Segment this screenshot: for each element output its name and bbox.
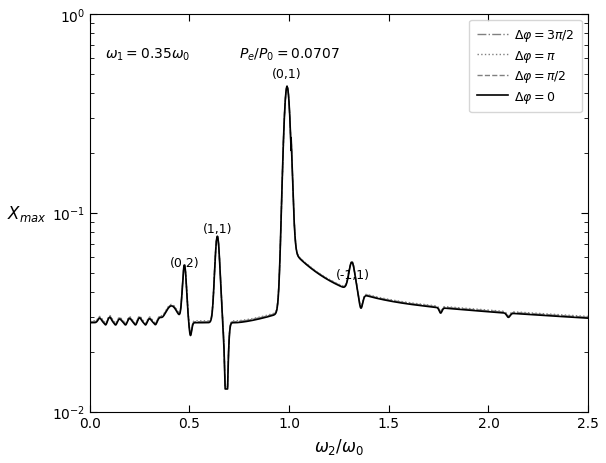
Y-axis label: $X_{max}$: $X_{max}$ [7, 203, 47, 223]
$\Delta\varphi=\pi/2$ [267, 313, 274, 319]
$\Delta\varphi=3\pi/2$ [284, 84, 291, 90]
$\Delta\varphi=\pi$ [403, 300, 410, 306]
$\Delta\varphi=3\pi/2$ [267, 313, 274, 319]
Line: $\Delta\varphi=3\pi/2$: $\Delta\varphi=3\pi/2$ [90, 87, 588, 387]
$\Delta\varphi=\pi/2$ [456, 306, 463, 312]
$\Delta\varphi=3\pi/2$ [221, 384, 228, 390]
$\Delta\varphi=0$ [403, 301, 410, 307]
$\Delta\varphi=\pi/2$ [482, 308, 490, 314]
$\Delta\varphi=3\pi/2$ [381, 297, 388, 302]
$\Delta\varphi=\pi$ [584, 314, 591, 319]
$\Delta\varphi=\pi/2$ [381, 297, 388, 302]
$\Delta\varphi=\pi$ [284, 84, 291, 90]
Text: (0,1): (0,1) [272, 68, 302, 81]
$\Delta\varphi=\pi$ [482, 307, 490, 313]
$\Delta\varphi=0$ [482, 309, 490, 315]
Text: (1,1): (1,1) [202, 223, 232, 236]
$\Delta\varphi=\pi/2$ [111, 321, 118, 326]
$\Delta\varphi=\pi$ [381, 296, 388, 302]
$\Delta\varphi=\pi$ [456, 306, 463, 311]
$\Delta\varphi=0$ [456, 307, 463, 313]
$\Delta\varphi=\pi$ [267, 312, 274, 318]
X-axis label: $\omega_2/\omega_0$: $\omega_2/\omega_0$ [314, 436, 364, 456]
Line: $\Delta\varphi=\pi$: $\Delta\varphi=\pi$ [90, 87, 588, 385]
Line: $\Delta\varphi=0$: $\Delta\varphi=0$ [90, 87, 588, 389]
$\Delta\varphi=0$ [221, 386, 228, 392]
$\Delta\varphi=\pi$ [86, 319, 93, 324]
$\Delta\varphi=3\pi/2$ [482, 308, 490, 314]
Text: (0,2): (0,2) [170, 257, 199, 269]
$\Delta\varphi=3\pi/2$ [403, 300, 410, 306]
$\Delta\varphi=0$ [86, 320, 93, 326]
Legend: $\Delta\varphi=3\pi/2$, $\Delta\varphi=\pi$, $\Delta\varphi=\pi/2$, $\Delta\varp: $\Delta\varphi=3\pi/2$, $\Delta\varphi=\… [470, 21, 582, 113]
$\Delta\varphi=3\pi/2$ [111, 321, 118, 326]
Text: $\omega_1=0.35\omega_0$: $\omega_1=0.35\omega_0$ [105, 46, 190, 63]
Text: (-1,1): (-1,1) [336, 269, 370, 282]
$\Delta\varphi=\pi/2$ [284, 84, 291, 90]
$\Delta\varphi=\pi$ [111, 320, 118, 325]
$\Delta\varphi=0$ [111, 322, 118, 327]
$\Delta\varphi=0$ [381, 298, 388, 303]
$\Delta\varphi=\pi/2$ [86, 319, 93, 325]
$\Delta\varphi=3\pi/2$ [584, 315, 591, 320]
$\Delta\varphi=0$ [267, 313, 274, 319]
$\Delta\varphi=\pi/2$ [584, 315, 591, 320]
$\Delta\varphi=0$ [284, 84, 291, 90]
$\Delta\varphi=\pi/2$ [221, 384, 228, 390]
Line: $\Delta\varphi=\pi/2$: $\Delta\varphi=\pi/2$ [90, 87, 588, 387]
$\Delta\varphi=0$ [584, 316, 591, 321]
$\Delta\varphi=3\pi/2$ [86, 319, 93, 325]
$\Delta\varphi=\pi/2$ [403, 300, 410, 306]
$\Delta\varphi=3\pi/2$ [456, 306, 463, 312]
$\Delta\varphi=\pi$ [221, 382, 228, 388]
Text: $P_e/P_0=0.0707$: $P_e/P_0=0.0707$ [239, 46, 340, 63]
